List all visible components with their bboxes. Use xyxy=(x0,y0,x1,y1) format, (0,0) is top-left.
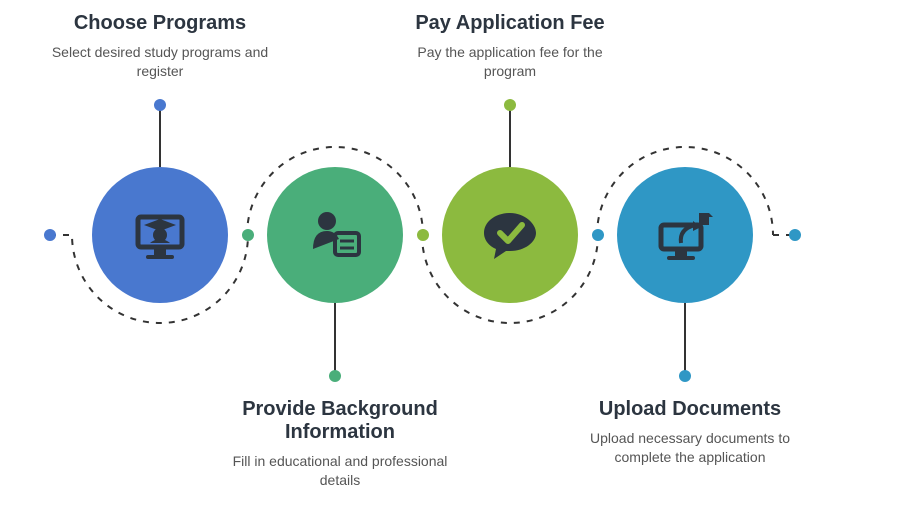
step-desc: Pay the application fee for the program xyxy=(395,43,625,81)
step-text-upload-docs: Upload Documents Upload necessary docume… xyxy=(575,398,805,467)
step-desc: Fill in educational and professional det… xyxy=(225,452,455,490)
step-text-background-info: Provide Background Information Fill in e… xyxy=(225,398,455,490)
step-text-pay-fee: Pay Application Fee Pay the application … xyxy=(395,12,625,81)
step-title: Choose Programs xyxy=(45,12,275,35)
leader-upload-docs xyxy=(684,303,686,376)
leader-pay-fee xyxy=(509,105,511,167)
process-infographic: { "layout": { "canvas_w": 900, "canvas_h… xyxy=(0,0,900,526)
person-form-icon xyxy=(303,203,367,267)
end-dot xyxy=(789,229,801,241)
step-text-choose-programs: Choose Programs Select desired study pro… xyxy=(45,12,275,81)
step-title: Upload Documents xyxy=(575,398,805,421)
leader-dot-pay-fee xyxy=(504,99,516,111)
start-dot xyxy=(44,229,56,241)
graduate-monitor-icon xyxy=(128,203,192,267)
leader-choose-programs xyxy=(159,105,161,167)
chat-check-icon xyxy=(478,203,542,267)
step-desc: Select desired study programs and regist… xyxy=(45,43,275,81)
mid-dot-1-2 xyxy=(417,229,429,241)
step-desc: Upload necessary documents to complete t… xyxy=(575,429,805,467)
step-circle-upload-docs xyxy=(617,167,753,303)
leader-dot-choose-programs xyxy=(154,99,166,111)
step-title: Pay Application Fee xyxy=(395,12,625,35)
step-title: Provide Background Information xyxy=(225,398,455,444)
step-circle-background-info xyxy=(267,167,403,303)
step-circle-choose-programs xyxy=(92,167,228,303)
upload-monitor-icon xyxy=(653,203,717,267)
leader-dot-upload-docs xyxy=(679,370,691,382)
mid-dot-0-1 xyxy=(242,229,254,241)
leader-background-info xyxy=(334,303,336,376)
step-circle-pay-fee xyxy=(442,167,578,303)
mid-dot-2-3 xyxy=(592,229,604,241)
leader-dot-background-info xyxy=(329,370,341,382)
